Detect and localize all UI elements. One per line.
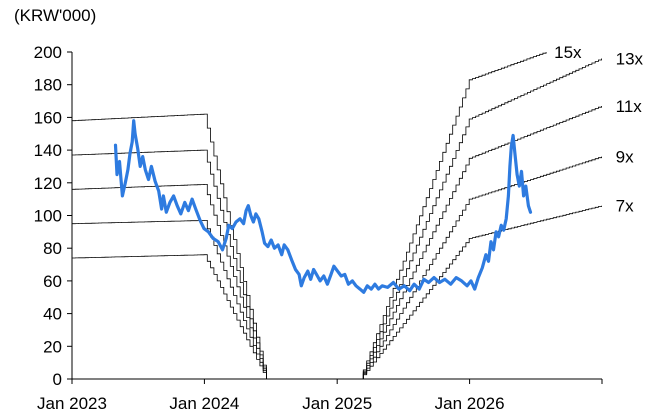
band-line-7x — [72, 205, 602, 380]
band-label-15x: 15x — [554, 43, 582, 62]
x-tick-label: Jan 2023 — [37, 394, 107, 413]
band-line-15x — [72, 52, 547, 380]
y-tick-label: 120 — [34, 174, 62, 193]
y-tick-label: 160 — [34, 108, 62, 127]
band-label-9x: 9x — [616, 148, 634, 167]
y-tick-label: 140 — [34, 141, 62, 160]
y-tick-label: 80 — [43, 239, 62, 258]
band-line-13x — [72, 58, 602, 380]
y-tick-label: 200 — [34, 43, 62, 62]
unit-label: (KRW'000) — [14, 6, 97, 25]
band-label-11x: 11x — [616, 97, 643, 116]
band-line-9x — [72, 156, 602, 380]
x-tick-label: Jan 2024 — [169, 394, 239, 413]
x-tick-label: Jan 2025 — [302, 394, 372, 413]
band-label-13x: 13x — [616, 50, 644, 69]
band-label-7x: 7x — [616, 197, 634, 216]
y-tick-label: 0 — [53, 370, 62, 389]
y-tick-label: 20 — [43, 337, 62, 356]
y-tick-label: 60 — [43, 272, 62, 291]
y-tick-label: 40 — [43, 305, 62, 324]
y-tick-label: 100 — [34, 207, 62, 226]
x-tick-label: Jan 2026 — [435, 394, 505, 413]
price-line — [113, 119, 533, 294]
band-line-11x — [72, 106, 602, 380]
y-tick-label: 180 — [34, 76, 62, 95]
